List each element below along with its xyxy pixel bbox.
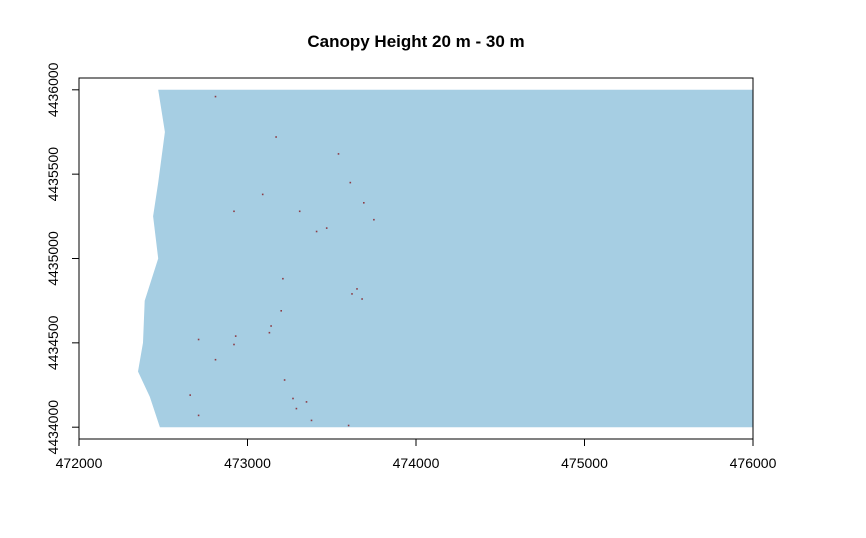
canopy-pixel-18 bbox=[234, 335, 237, 337]
y-tick-label-1: 4434500 bbox=[45, 315, 61, 370]
x-axis: 472000 473000 474000 475000 476000 bbox=[56, 438, 777, 471]
canopy-pixel-8 bbox=[373, 218, 375, 221]
canopy-pixel-10 bbox=[315, 230, 318, 233]
canopy-pixel-20 bbox=[233, 343, 235, 346]
canopy-pixel-1 bbox=[275, 136, 277, 138]
canopy-pixel-19 bbox=[197, 338, 200, 341]
canopy-pixel-25 bbox=[305, 401, 308, 403]
canopy-pixel-26 bbox=[295, 407, 298, 410]
canopy-pixel-3 bbox=[349, 181, 352, 184]
x-tick-label-0: 472000 bbox=[56, 455, 103, 471]
x-tick-label-1: 473000 bbox=[224, 455, 271, 471]
canopy-pixel-21 bbox=[214, 358, 217, 361]
canopy-pixel-9 bbox=[325, 227, 328, 229]
canopy-pixel-7 bbox=[233, 210, 235, 213]
canopy-pixel-15 bbox=[280, 310, 282, 312]
canopy-pixel-27 bbox=[197, 414, 200, 417]
canopy-pixel-4 bbox=[261, 193, 264, 196]
y-axis: 4434000 4434500 4435000 4435500 4436000 bbox=[45, 62, 80, 455]
y-tick-label-3: 4435500 bbox=[45, 147, 61, 202]
canopy-pixel-29 bbox=[347, 424, 350, 427]
canopy-pixel-28 bbox=[310, 419, 313, 422]
canopy-pixel-17 bbox=[268, 331, 271, 334]
x-tick-label-3: 475000 bbox=[561, 455, 608, 471]
canopy-pixel-14 bbox=[361, 298, 363, 300]
canopy-pixel-2 bbox=[337, 153, 340, 155]
canopy-pixel-23 bbox=[189, 394, 191, 396]
y-tick-label-2: 4435000 bbox=[45, 231, 61, 286]
canopy-pixel-0 bbox=[214, 95, 217, 98]
canopy-pixel-13 bbox=[351, 293, 353, 295]
canopy-pixel-22 bbox=[283, 379, 286, 381]
y-tick-label-4: 4436000 bbox=[45, 62, 61, 117]
raster-area bbox=[138, 89, 753, 428]
canopy-pixel-24 bbox=[292, 397, 294, 400]
canopy-pixel-6 bbox=[298, 210, 301, 213]
canopy-pixel-16 bbox=[270, 325, 272, 327]
x-tick-label-4: 476000 bbox=[730, 455, 777, 471]
raster-layer bbox=[138, 89, 753, 428]
chart-title: Canopy Height 20 m - 30 m bbox=[307, 32, 524, 51]
canopy-pixel-12 bbox=[356, 288, 358, 290]
x-tick-label-2: 474000 bbox=[393, 455, 440, 471]
canopy-pixel-11 bbox=[282, 277, 284, 280]
y-tick-label-0: 4434000 bbox=[45, 400, 61, 455]
canopy-pixel-5 bbox=[363, 202, 365, 204]
